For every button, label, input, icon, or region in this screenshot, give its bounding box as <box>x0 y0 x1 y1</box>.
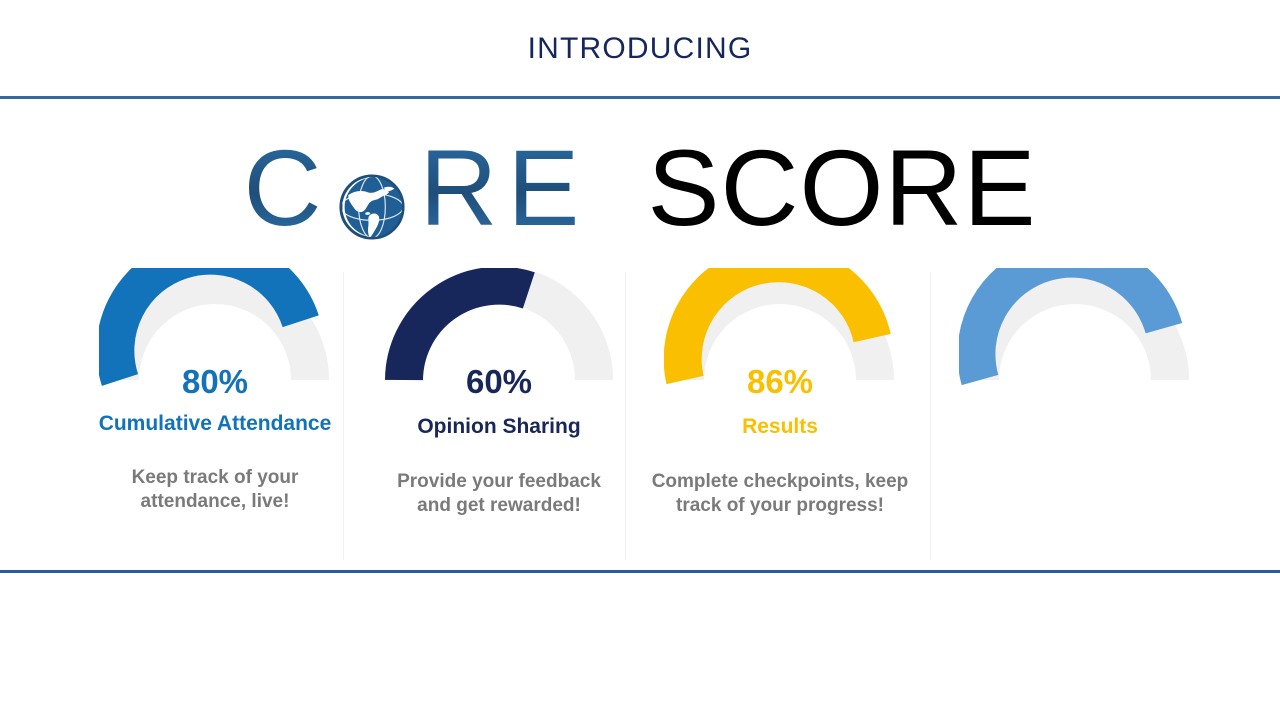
column-separator-1 <box>343 272 344 560</box>
gauge-band: 80% Cumulative Attendance Keep track of … <box>0 268 1280 568</box>
footer-divider-line <box>0 570 1280 573</box>
gauge-label: Cumulative Attendance <box>98 412 332 435</box>
gauge-description-line-2: track of your progress! <box>676 495 884 517</box>
globe-icon <box>335 153 409 240</box>
gauge-percent-value: 60% <box>465 363 533 400</box>
slide-header: INTRODUCING <box>0 0 1280 97</box>
logo-letter-c: C <box>243 127 332 248</box>
column-separator-3 <box>930 272 931 560</box>
gauge-description-line-2: attendance, live! <box>140 491 290 513</box>
gauge-card-unlabeled[interactable] <box>935 268 1215 388</box>
gauge-description-line-1: Keep track of your <box>131 467 299 488</box>
gauge-label: Opinion Sharing <box>417 415 581 438</box>
gauge-description: Provide your feedback and get rewarded! <box>359 470 639 519</box>
gauge-description-line-1: Provide your feedback <box>397 471 601 492</box>
brand-logo: C <box>0 118 1280 258</box>
page-title: INTRODUCING <box>527 31 753 65</box>
gauge-card-opinion-sharing[interactable]: 60% Opinion Sharing Provide your feedbac… <box>359 268 639 516</box>
header-divider-line <box>0 96 1280 99</box>
gauge-percent-value: 80% <box>181 363 249 400</box>
gauge-results <box>664 268 896 388</box>
gauge-description-line-2: and get rewarded! <box>417 495 581 517</box>
logo-score-wordmark: SCORE <box>647 127 1037 248</box>
gauge-opinion-sharing <box>383 268 615 388</box>
column-separator-2 <box>625 272 626 560</box>
gauge-cumulative-attendance <box>99 268 331 388</box>
gauge-description-line-1: Complete checkpoints, keep <box>651 471 909 492</box>
gauge-card-cumulative-attendance[interactable]: 80% Cumulative Attendance Keep track of … <box>75 268 355 512</box>
gauge-unlabeled <box>959 268 1191 388</box>
logo-letters-re: RE <box>419 127 590 248</box>
gauge-card-results[interactable]: 86% Results Complete checkpoints, keep t… <box>640 268 920 516</box>
gauge-description: Keep track of your attendance, live! <box>75 466 355 515</box>
gauge-description: Complete checkpoints, keep track of your… <box>640 470 920 519</box>
gauge-label: Results <box>742 415 818 438</box>
logo-core-wordmark: C <box>243 134 589 242</box>
gauge-percent-value: 86% <box>746 363 814 400</box>
